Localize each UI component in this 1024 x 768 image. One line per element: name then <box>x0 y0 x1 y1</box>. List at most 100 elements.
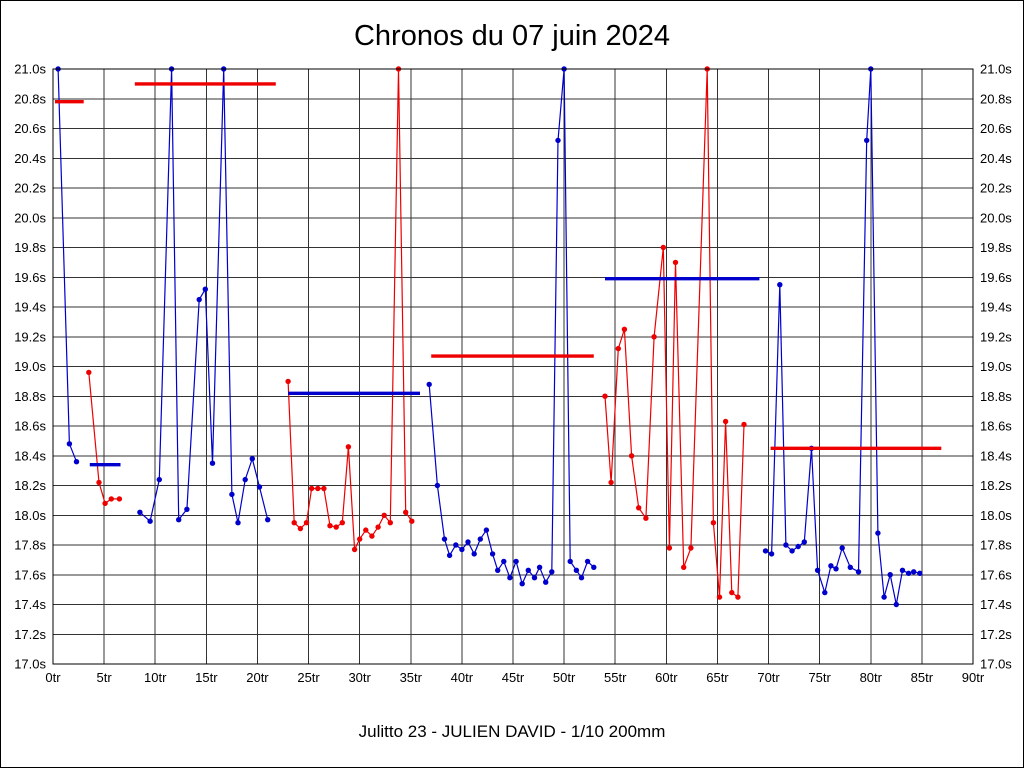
data-point <box>495 567 501 573</box>
data-point <box>471 551 477 557</box>
y-tick-label: 20.2s <box>14 181 46 196</box>
data-point <box>108 496 115 502</box>
series-line-run-3 <box>139 68 269 523</box>
data-point <box>688 545 694 551</box>
y-tick-label: 18.8s <box>14 389 46 404</box>
y-tick-label: 19.2s <box>14 329 46 344</box>
data-point <box>196 296 202 303</box>
x-tick-label: 20tr <box>246 670 269 685</box>
x-tick-label: 5tr <box>97 670 113 685</box>
data-point <box>156 476 162 483</box>
data-point <box>660 244 666 251</box>
data-point <box>531 575 538 581</box>
data-point <box>795 543 801 550</box>
x-tick-label: 75tr <box>808 670 831 685</box>
x-tick-label: 80tr <box>860 670 883 685</box>
data-point <box>602 393 608 399</box>
data-point <box>839 545 845 551</box>
data-point <box>549 569 555 575</box>
data-point <box>911 569 917 575</box>
data-point <box>584 558 591 565</box>
y-tick-label: 17.2s <box>14 627 46 642</box>
data-point <box>202 286 208 292</box>
x-tick-label: 25tr <box>297 670 320 685</box>
x-tick-label: 40tr <box>451 670 474 685</box>
data-point <box>459 546 465 553</box>
y-tick-label: 20.6s <box>14 121 46 136</box>
y-tick-label: 20.6s <box>980 121 1012 136</box>
data-point <box>116 496 123 502</box>
series-line-run-4 <box>287 68 413 552</box>
y-tick-label: 18.2s <box>14 478 46 493</box>
y-tick-label: 20.0s <box>14 210 46 225</box>
data-point <box>291 520 297 526</box>
data-point <box>465 539 471 545</box>
y-tick-label: 19.6s <box>980 270 1012 285</box>
series-run-4 <box>285 66 415 553</box>
data-point <box>735 594 741 600</box>
data-point <box>881 594 887 600</box>
data-point <box>507 575 513 581</box>
data-point <box>519 581 525 587</box>
data-point <box>369 533 375 539</box>
data-point <box>308 485 315 492</box>
y-tick-label: 17.0s <box>14 657 46 672</box>
data-point <box>801 539 807 545</box>
y-tick-label: 18.6s <box>14 419 46 434</box>
y-tick-label: 19.4s <box>14 300 46 315</box>
data-point <box>643 515 649 521</box>
y-tick-label: 19.8s <box>14 240 46 255</box>
data-point <box>483 527 490 533</box>
x-tick-label: 90tr <box>962 670 985 685</box>
y-tick-label: 17.8s <box>14 538 46 553</box>
data-point <box>741 421 747 428</box>
data-point <box>729 589 735 596</box>
x-tick-label: 35tr <box>400 670 423 685</box>
data-point <box>209 460 216 466</box>
y-tick-label: 18.8s <box>980 389 1012 404</box>
series-line-run-1 <box>57 68 78 462</box>
data-point <box>73 459 80 465</box>
y-tick-label: 17.4s <box>980 597 1012 612</box>
x-tick-label: 30tr <box>348 670 371 685</box>
y-tick-label: 21.0s <box>980 62 1012 77</box>
x-tick-label: 85tr <box>911 670 934 685</box>
data-point <box>297 525 304 532</box>
data-point <box>536 564 543 570</box>
data-point <box>628 453 635 459</box>
data-point <box>716 594 723 600</box>
data-point <box>434 482 441 489</box>
data-point <box>887 572 893 578</box>
data-point <box>513 558 519 565</box>
data-point <box>501 558 507 565</box>
average-bars <box>55 82 942 467</box>
data-point <box>833 566 839 572</box>
data-point <box>828 563 834 569</box>
y-tick-label: 18.4s <box>980 448 1012 463</box>
series-run-5 <box>426 66 597 587</box>
y-tick-label: 19.8s <box>980 240 1012 255</box>
x-tick-label: 55tr <box>604 670 627 685</box>
data-point <box>567 558 573 565</box>
data-point <box>864 137 870 144</box>
data-point <box>256 484 263 490</box>
data-point <box>86 369 92 376</box>
y-tick-label: 18.6s <box>980 419 1012 434</box>
y-tick-label: 18.0s <box>980 508 1012 523</box>
y-tick-label: 20.8s <box>980 91 1012 106</box>
data-point <box>426 381 432 388</box>
data-point <box>555 137 561 144</box>
data-point <box>303 520 310 526</box>
data-point <box>96 479 102 486</box>
data-point <box>489 551 496 557</box>
data-point <box>381 512 387 518</box>
data-point <box>249 456 255 462</box>
data-point <box>235 520 241 526</box>
y-tick-label: 20.0s <box>980 210 1012 225</box>
data-point <box>651 334 657 340</box>
data-point <box>710 520 717 526</box>
plot-frame <box>52 68 974 665</box>
data-point <box>768 551 775 557</box>
series-run-7 <box>762 66 923 608</box>
